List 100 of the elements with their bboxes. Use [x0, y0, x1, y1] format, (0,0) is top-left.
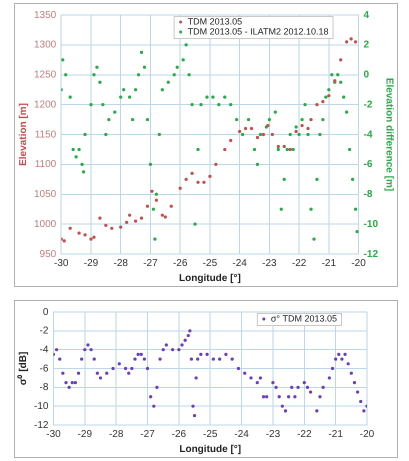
- y2-tick-label: -6: [364, 159, 373, 170]
- x-tick-label: -22: [297, 428, 312, 440]
- x-tick-label: -24: [234, 428, 250, 440]
- point: [327, 94, 330, 98]
- legend-label: σ° TDM 2013.05: [270, 313, 338, 324]
- legend-label: TDM 2013.05: [188, 16, 242, 26]
- x-tick-label: -27: [143, 258, 158, 269]
- y-tick-label: 1250: [34, 70, 57, 80]
- x-tick-label: -22: [292, 258, 307, 269]
- point: [238, 130, 242, 134]
- point: [160, 214, 164, 217]
- y-tick-label: 1000: [34, 218, 57, 230]
- x-tick-label: -29: [84, 258, 99, 269]
- x-axis-title: Longitude [°]: [179, 444, 242, 455]
- point: [339, 58, 342, 62]
- point: [315, 103, 319, 106]
- y2-tick-label: 4: [364, 10, 370, 21]
- point: [321, 100, 324, 104]
- x-tick-label: -26: [172, 258, 188, 269]
- point: [223, 148, 226, 152]
- point: [184, 178, 188, 181]
- x-tick-label: -23: [266, 428, 281, 440]
- x-tick-label: -26: [172, 428, 187, 440]
- point: [110, 226, 114, 230]
- point: [208, 174, 212, 178]
- point: [62, 239, 66, 242]
- x-tick-label: -25: [203, 428, 218, 440]
- y2-tick-label: 0: [364, 70, 370, 80]
- y2-tick-label: -8: [364, 189, 373, 200]
- point: [214, 162, 218, 166]
- y-tick-label: -4: [40, 344, 49, 356]
- point: [256, 136, 260, 140]
- point: [196, 180, 200, 184]
- point: [164, 215, 167, 219]
- point: [300, 124, 304, 128]
- point: [146, 204, 150, 208]
- y2-tick-label: -2: [364, 99, 373, 110]
- y-tick-label: -12: [34, 420, 49, 431]
- y-tick-label: 950: [40, 248, 57, 260]
- point: [125, 220, 128, 224]
- x-axis-title: Longitude [°]: [179, 272, 241, 284]
- point: [262, 132, 266, 136]
- point: [306, 126, 310, 130]
- y2-axis-title: Elevation difference [m]: [383, 78, 394, 192]
- x-tick-label: -23: [262, 258, 278, 269]
- y-axis-title: Elevation [m]: [18, 103, 29, 166]
- point: [140, 216, 144, 220]
- point: [190, 172, 194, 175]
- x-tick-label: -30: [46, 428, 62, 440]
- point: [83, 233, 87, 236]
- point: [104, 224, 108, 227]
- y2-tick-label: -12: [364, 248, 378, 260]
- point: [294, 130, 298, 134]
- x-tick-label: -21: [328, 428, 344, 440]
- point: [250, 126, 254, 130]
- point: [350, 37, 353, 40]
- point: [134, 220, 138, 223]
- y-tick-label: 1200: [34, 99, 57, 110]
- y2-tick-label: 2: [364, 40, 370, 51]
- y-tick-label: -8: [40, 382, 49, 394]
- legend-label: TDM 2013.05 - ILATM2 2012.10.18: [188, 26, 329, 36]
- y-tick-label: -6: [40, 363, 49, 374]
- x-tick-label: -24: [232, 258, 248, 269]
- point: [270, 132, 274, 136]
- y-tick-label: 0: [42, 306, 49, 318]
- point: [170, 204, 173, 208]
- x-tick-label: -27: [140, 428, 156, 440]
- x-tick-label: -20: [360, 428, 375, 440]
- point: [244, 126, 248, 130]
- x-tick-label: -20: [351, 258, 366, 269]
- point: [288, 148, 292, 152]
- x-tick-label: -28: [108, 428, 124, 440]
- point: [202, 180, 206, 184]
- point: [98, 216, 102, 220]
- y-tick-label: -10: [34, 400, 49, 412]
- y2-tick-label: -10: [364, 218, 378, 230]
- point: [178, 186, 182, 190]
- point: [89, 237, 93, 241]
- x-tick-label: -28: [113, 258, 128, 269]
- y2-tick-label: -4: [364, 129, 373, 140]
- point: [92, 236, 96, 239]
- point: [119, 226, 122, 229]
- x-tick-label: -30: [54, 258, 69, 269]
- x-tick-label: -25: [202, 258, 218, 269]
- point: [154, 198, 158, 202]
- point: [345, 40, 348, 44]
- point: [229, 138, 232, 142]
- point: [150, 190, 154, 193]
- point: [68, 226, 72, 230]
- point: [276, 144, 280, 148]
- y-tick-label: 1300: [34, 40, 57, 51]
- point: [309, 118, 313, 122]
- x-tick-label: -29: [78, 428, 92, 440]
- point: [77, 231, 81, 235]
- point: [128, 214, 132, 217]
- y-tick-label: 1050: [34, 189, 57, 200]
- y-axis-title: σ⁰ [dB]: [16, 352, 29, 386]
- y-tick-label: 1350: [34, 10, 57, 21]
- y-tick-label: 1100: [34, 159, 57, 170]
- y-tick-label: 1150: [34, 129, 57, 140]
